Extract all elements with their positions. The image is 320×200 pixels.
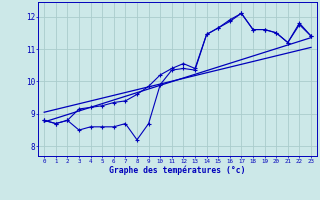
X-axis label: Graphe des températures (°c): Graphe des températures (°c) — [109, 166, 246, 175]
